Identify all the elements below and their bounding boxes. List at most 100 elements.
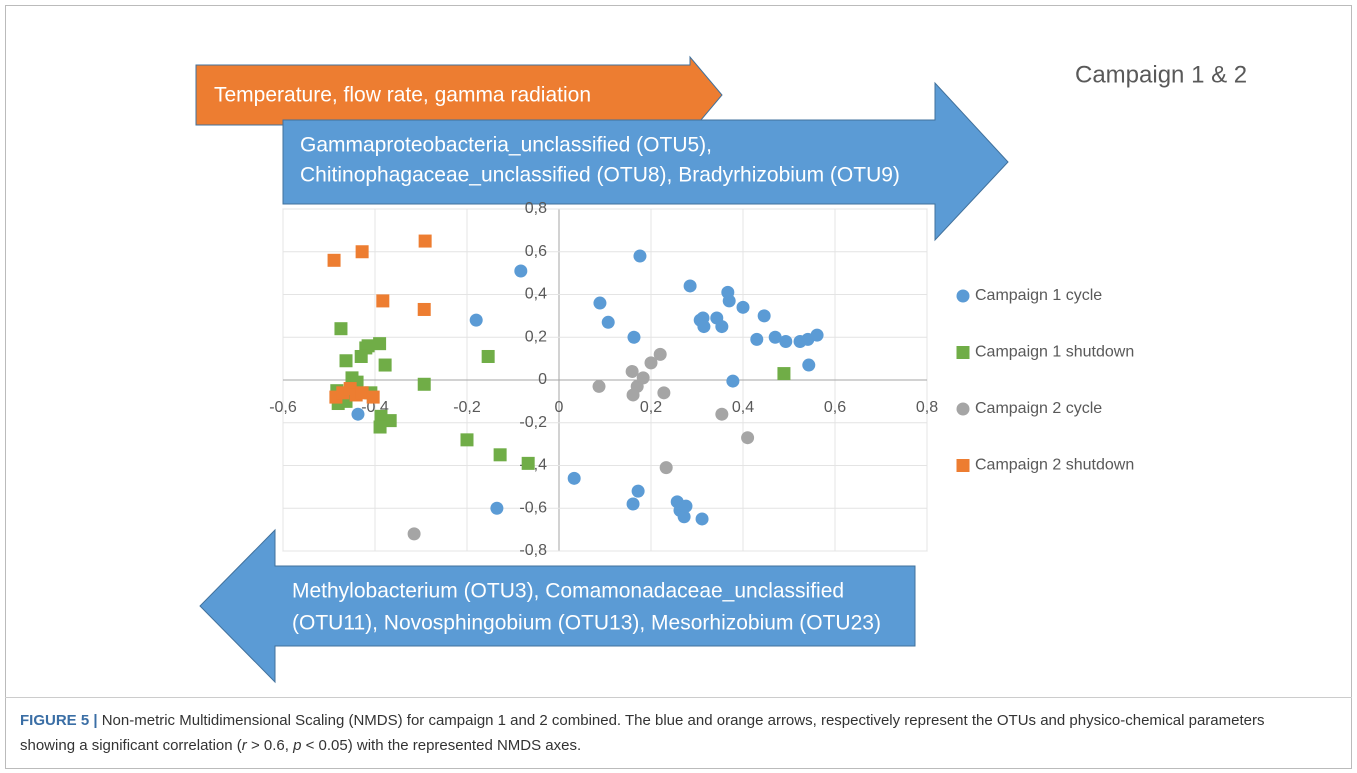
y-tick-label: 0,8 [525, 200, 547, 217]
legend-label: Campaign 1 cycle [975, 287, 1102, 304]
arrow-label: Gammaproteobacteria_unclassified (OTU5), [300, 134, 712, 157]
marker [601, 315, 615, 329]
marker [567, 471, 581, 485]
marker [490, 501, 504, 515]
marker [644, 356, 658, 370]
marker [407, 527, 421, 541]
marker [768, 330, 782, 344]
marker [722, 294, 736, 308]
marker [633, 249, 647, 263]
marker [378, 358, 392, 372]
marker [354, 349, 368, 363]
marker [750, 332, 764, 346]
arrow-label: Chitinophagaceae_unclassified (OTU8), Br… [300, 164, 900, 187]
marker [376, 294, 390, 308]
marker [677, 510, 691, 524]
legend-marker [956, 402, 970, 416]
marker [327, 253, 341, 267]
marker [683, 279, 697, 293]
marker [383, 414, 397, 428]
arrow-label: (OTU11), Novosphingobium (OTU13), Mesorh… [292, 612, 881, 635]
marker [779, 335, 793, 349]
arrow-label: Methylobacterium (OTU3), Comamonadaceae_… [292, 580, 844, 603]
arrow [199, 528, 916, 684]
marker [460, 433, 474, 447]
marker [777, 367, 791, 381]
x-tick-label: -0,2 [453, 399, 481, 416]
marker [339, 354, 353, 368]
marker [592, 379, 606, 393]
x-tick-label: 0,2 [640, 399, 662, 416]
y-tick-label: -0,2 [519, 414, 547, 431]
marker [631, 484, 645, 498]
marker [741, 431, 755, 445]
marker [636, 371, 650, 385]
arrow [195, 55, 723, 135]
caption-text: Non-metric Multidimensional Scaling (NMD… [20, 712, 1265, 754]
legend-label: Campaign 2 shutdown [975, 457, 1134, 474]
arrow-label: Temperature, flow rate, gamma radiation [214, 84, 591, 107]
marker [418, 234, 432, 248]
x-tick-label: 0,8 [916, 399, 938, 416]
y-tick-label: -0,6 [519, 499, 547, 516]
figure-border [5, 5, 1352, 769]
legend-marker [956, 346, 970, 359]
legend-marker [956, 459, 970, 472]
marker [493, 448, 507, 462]
marker [361, 339, 375, 353]
marker [736, 300, 750, 314]
arrow [282, 81, 1009, 242]
x-tick-label: 0,6 [824, 399, 846, 416]
chart-title: Campaign 1 & 2 [1075, 61, 1247, 88]
marker [481, 349, 495, 363]
caption-text: r [241, 737, 247, 754]
legend-label: Campaign 2 cycle [975, 400, 1102, 417]
marker [697, 320, 711, 334]
y-tick-label: 0,4 [525, 286, 547, 303]
marker [626, 497, 640, 511]
marker [715, 320, 729, 334]
marker [355, 386, 369, 400]
y-tick-label: 0,6 [525, 243, 547, 260]
caption-label: FIGURE 5 | [20, 712, 98, 729]
marker [653, 347, 667, 361]
marker [726, 374, 740, 388]
marker [657, 386, 671, 400]
marker [521, 456, 535, 470]
marker [659, 461, 673, 475]
caption: FIGURE 5 | Non-metric Multidimensional S… [20, 708, 1320, 758]
marker [593, 296, 607, 310]
caption-text: < 0.05) with the represented NMDS axes. [301, 737, 582, 754]
caption-text: > 0.6, [246, 737, 294, 754]
marker [514, 264, 528, 278]
marker [627, 330, 641, 344]
marker [417, 377, 431, 391]
marker [757, 309, 771, 323]
marker [373, 337, 387, 351]
marker [625, 364, 639, 378]
x-tick-label: -0,6 [269, 399, 297, 416]
marker [626, 388, 640, 402]
marker [417, 302, 431, 316]
marker [351, 407, 365, 421]
marker [334, 322, 348, 336]
legend-label: Campaign 1 shutdown [975, 344, 1134, 361]
marker [715, 407, 729, 421]
y-tick-label: -0,8 [519, 542, 547, 559]
marker [695, 512, 709, 526]
legend-marker [956, 289, 970, 303]
marker [355, 245, 369, 259]
marker [366, 390, 380, 404]
x-tick-label: 0 [555, 399, 564, 416]
x-tick-label: 0,4 [732, 399, 754, 416]
marker [469, 313, 483, 327]
y-tick-label: 0,2 [525, 328, 547, 345]
y-tick-label: 0 [538, 371, 547, 388]
marker [810, 328, 824, 342]
caption-text: p [293, 737, 302, 754]
marker [679, 499, 693, 513]
marker [373, 420, 387, 434]
marker [802, 358, 816, 372]
